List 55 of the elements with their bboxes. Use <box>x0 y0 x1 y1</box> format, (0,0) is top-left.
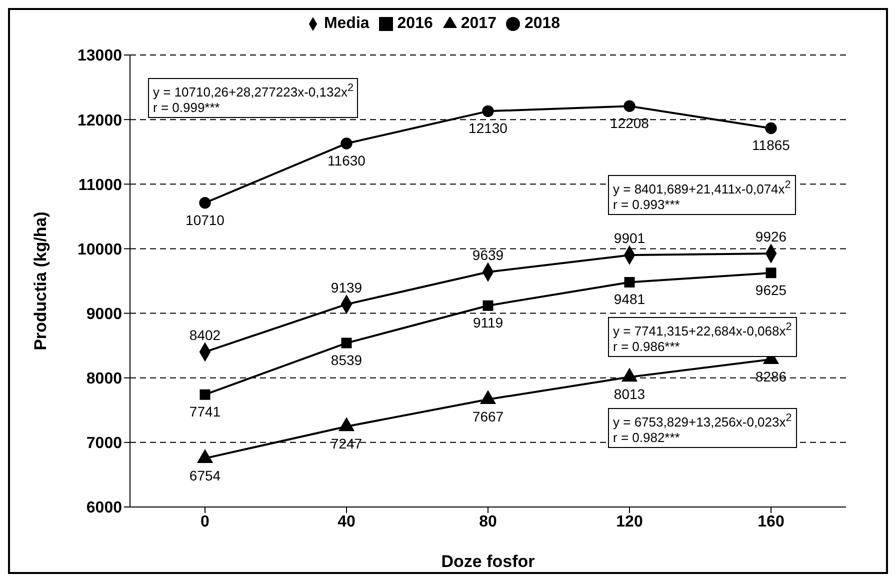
y-tick-label: 8000 <box>86 370 122 388</box>
point <box>482 105 494 118</box>
data-label: 7667 <box>472 408 504 424</box>
data-label: 11865 <box>752 137 790 154</box>
data-label: 8402 <box>189 326 221 343</box>
x-tick-label: 120 <box>616 513 643 530</box>
point <box>624 100 636 112</box>
y-tick-label: 10000 <box>78 241 122 258</box>
x-axis-title: Doze fosfor <box>441 552 536 571</box>
point <box>341 338 352 348</box>
data-label: 6754 <box>189 467 221 484</box>
data-label: 11630 <box>328 152 366 168</box>
point <box>765 122 777 134</box>
data-label: 9901 <box>614 230 646 246</box>
legend-label: Media <box>324 15 370 32</box>
data-label: 9625 <box>755 282 787 298</box>
text: y = 7741,315+22,684x-0,068x$^{2}$ r = 0.986*** <box>613 321 792 354</box>
point <box>197 449 213 463</box>
x-tick-label: 0 <box>200 513 210 530</box>
y-tick-label: 12000 <box>78 112 122 130</box>
point <box>766 268 776 278</box>
y-axis-title: Productia (kg/ha) <box>31 212 50 350</box>
data-label: 8013 <box>614 386 646 402</box>
legend-label: 2017 <box>460 15 496 32</box>
data-label: 7741 <box>189 404 221 420</box>
point <box>624 276 635 288</box>
data-label: 9139 <box>330 279 362 296</box>
y-tick-label: 7000 <box>86 435 122 452</box>
data-label: 9119 <box>472 314 504 331</box>
text: y = 8401,689+21,411x-0,074x$^{2}$ r = 0.993*** <box>613 179 791 212</box>
data-label: 12208 <box>610 115 650 132</box>
data-label: 8539 <box>330 352 362 368</box>
legend-label: 2018 <box>524 15 560 32</box>
data-label: 12130 <box>468 120 508 136</box>
x-tick-label: 80 <box>479 513 497 530</box>
data-label: 9481 <box>614 291 646 308</box>
point <box>482 300 494 311</box>
y-tick-label: 9000 <box>86 306 122 323</box>
point <box>622 368 638 382</box>
text: y = 10710,26+28,277223x-0,132x$^{2}$ r = 0.999*** <box>153 82 354 116</box>
point <box>480 390 496 404</box>
legend-label: 2016 <box>397 15 433 32</box>
point <box>340 138 352 150</box>
data-label: 9639 <box>472 247 504 264</box>
data-label: 10710 <box>186 212 225 228</box>
x-tick-label: 160 <box>758 513 784 530</box>
y-tick-label: 13000 <box>78 48 122 65</box>
text: y = 6753,829+13,256x-0,023x$^{2}$ r = 0.982*** <box>613 412 792 446</box>
x-tick-label: 40 <box>338 513 356 530</box>
y-tick-label: 11000 <box>78 176 122 194</box>
data-label: 9926 <box>755 228 787 244</box>
point <box>200 389 210 400</box>
y-tick-label: 6000 <box>86 500 122 517</box>
point <box>338 418 354 432</box>
point <box>199 197 211 209</box>
